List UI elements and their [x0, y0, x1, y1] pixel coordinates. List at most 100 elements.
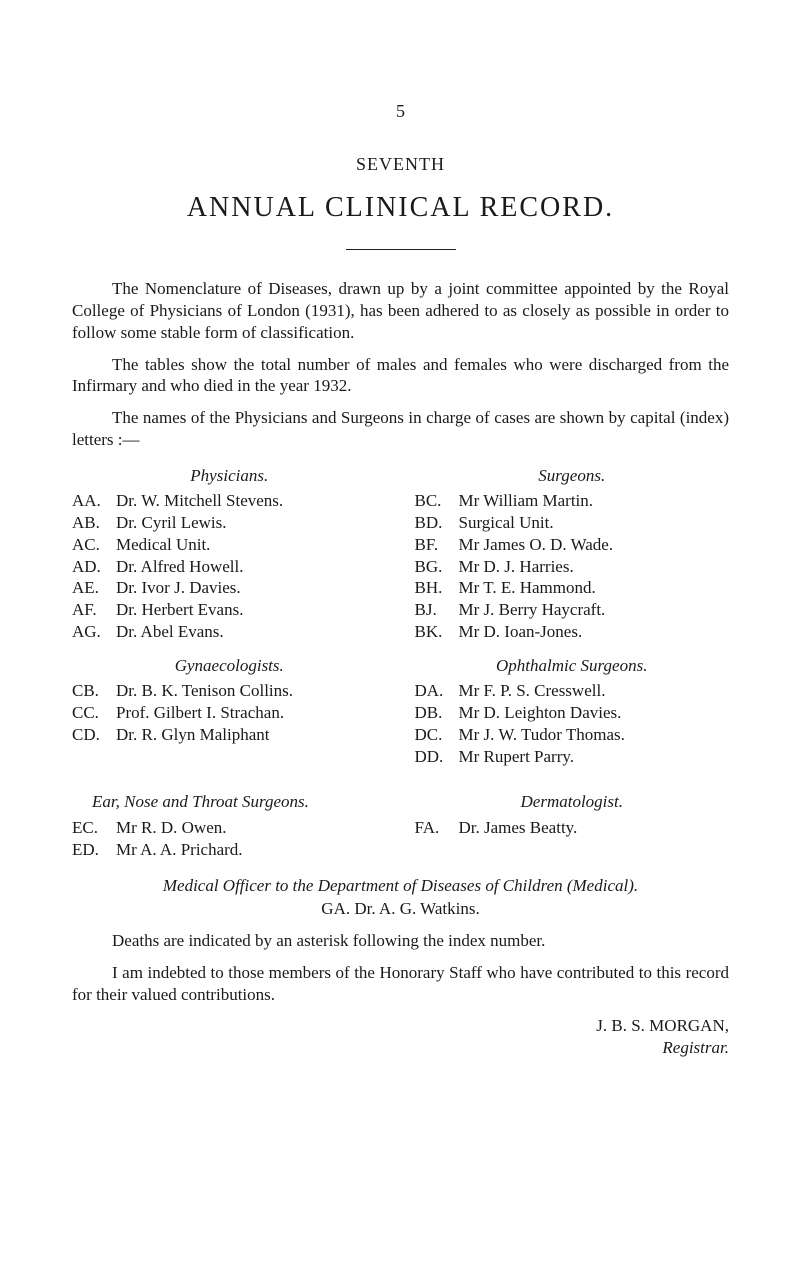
intro-paragraph-1: The Nomenclature of Diseases, drawn up b…: [72, 278, 729, 343]
signature-role: Registrar.: [72, 1037, 729, 1059]
entry-name: Mr James O. D. Wade.: [459, 534, 730, 556]
page-number: 5: [72, 100, 729, 123]
entry-code: ED.: [72, 839, 116, 861]
entry-code: BD.: [415, 512, 459, 534]
title-rule: [72, 236, 729, 256]
entry-name: Mr D. Leighton Davies.: [459, 702, 730, 724]
entry-name: Mr T. E. Hammond.: [459, 577, 730, 599]
surgeons-heading: Surgeons.: [415, 465, 730, 487]
surgeon-entry: BF.Mr James O. D. Wade.: [415, 534, 730, 556]
entry-name: Dr. Ivor J. Davies.: [116, 577, 387, 599]
surgeons-column: Surgeons. BC.Mr William Martin. BD.Surgi…: [415, 461, 730, 643]
entry-code: BK.: [415, 621, 459, 643]
deaths-paragraph: Deaths are indicated by an asterisk foll…: [72, 930, 729, 952]
gynae-heading: Gynaecologists.: [72, 655, 387, 677]
surgeon-entry: BG.Mr D. J. Harries.: [415, 556, 730, 578]
entry-code: DB.: [415, 702, 459, 724]
signature-name: J. B. S. MORGAN,: [72, 1015, 729, 1037]
entry-name: Mr R. D. Owen.: [116, 817, 387, 839]
entry-name: Mr A. A. Prichard.: [116, 839, 387, 861]
ophth-entry: DD.Mr Rupert Parry.: [415, 746, 730, 768]
gynae-entry: CD.Dr. R. Glyn Maliphant: [72, 724, 387, 746]
physician-entry: AA.Dr. W. Mitchell Stevens.: [72, 490, 387, 512]
intro-paragraph-2: The tables show the total number of male…: [72, 354, 729, 398]
ophth-entry: DC.Mr J. W. Tudor Thomas.: [415, 724, 730, 746]
entry-name: Prof. Gilbert I. Strachan.: [116, 702, 387, 724]
entry-code: AB.: [72, 512, 116, 534]
entry-code: CB.: [72, 680, 116, 702]
entry-code: BJ.: [415, 599, 459, 621]
document-page: 5 SEVENTH ANNUAL CLINICAL RECORD. The No…: [0, 0, 801, 1265]
entry-name: Dr. James Beatty.: [459, 817, 730, 839]
physician-entry: AB.Dr. Cyril Lewis.: [72, 512, 387, 534]
entry-code: AF.: [72, 599, 116, 621]
ophth-entry: DA.Mr F. P. S. Cresswell.: [415, 680, 730, 702]
gynae-column: Gynaecologists. CB.Dr. B. K. Tenison Col…: [72, 651, 387, 768]
entry-code: AE.: [72, 577, 116, 599]
entry-code: AC.: [72, 534, 116, 556]
entry-code: CD.: [72, 724, 116, 746]
entry-name: Dr. Herbert Evans.: [116, 599, 387, 621]
surgeon-entry: BH.Mr T. E. Hammond.: [415, 577, 730, 599]
indebted-paragraph: I am indebted to those members of the Ho…: [72, 962, 729, 1006]
surgeon-entry: BD.Surgical Unit.: [415, 512, 730, 534]
derm-entry: FA.Dr. James Beatty.: [415, 817, 730, 839]
page-title: ANNUAL CLINICAL RECORD.: [72, 190, 729, 226]
ent-entry: ED.Mr A. A. Prichard.: [72, 839, 387, 861]
entry-name: Medical Unit.: [116, 534, 387, 556]
entry-code: EC.: [72, 817, 116, 839]
entry-code: BF.: [415, 534, 459, 556]
surgeon-entry: BJ.Mr J. Berry Haycraft.: [415, 599, 730, 621]
ent-heading: Ear, Nose and Throat Surgeons.: [72, 791, 387, 813]
entry-name: Dr. Cyril Lewis.: [116, 512, 387, 534]
entry-code: BC.: [415, 490, 459, 512]
ophth-entry: DB.Mr D. Leighton Davies.: [415, 702, 730, 724]
entry-name: Mr F. P. S. Cresswell.: [459, 680, 730, 702]
ophth-heading: Ophthalmic Surgeons.: [415, 655, 730, 677]
physicians-heading: Physicians.: [72, 465, 387, 487]
entry-name: Surgical Unit.: [459, 512, 730, 534]
entry-name: Dr. B. K. Tenison Collins.: [116, 680, 387, 702]
entry-code: BG.: [415, 556, 459, 578]
intro-paragraph-3: The names of the Physicians and Surgeons…: [72, 407, 729, 451]
entry-name: Dr. Alfred Howell.: [116, 556, 387, 578]
entry-name: Mr Rupert Parry.: [459, 746, 730, 768]
physicians-column: Physicians. AA.Dr. W. Mitchell Stevens. …: [72, 461, 387, 643]
ent-entry: EC.Mr R. D. Owen.: [72, 817, 387, 839]
entry-name: Mr J. Berry Haycraft.: [459, 599, 730, 621]
entry-name: Mr William Martin.: [459, 490, 730, 512]
physician-entry: AG.Dr. Abel Evans.: [72, 621, 387, 643]
entry-code: DD.: [415, 746, 459, 768]
entry-name: Dr. W. Mitchell Stevens.: [116, 490, 387, 512]
medical-officer-name: GA. Dr. A. G. Watkins.: [72, 898, 729, 920]
entry-code: AG.: [72, 621, 116, 643]
surgeon-entry: BK.Mr D. Ioan-Jones.: [415, 621, 730, 643]
ent-derm-block: Ear, Nose and Throat Surgeons. EC.Mr R. …: [72, 787, 729, 860]
entry-name: Dr. R. Glyn Maliphant: [116, 724, 387, 746]
physician-entry: AE.Dr. Ivor J. Davies.: [72, 577, 387, 599]
entry-code: DC.: [415, 724, 459, 746]
entry-name: Mr D. J. Harries.: [459, 556, 730, 578]
ent-column: Ear, Nose and Throat Surgeons. EC.Mr R. …: [72, 787, 387, 860]
entry-code: CC.: [72, 702, 116, 724]
surgeon-entry: BC.Mr William Martin.: [415, 490, 730, 512]
signature-block: J. B. S. MORGAN, Registrar.: [72, 1015, 729, 1059]
derm-column: Dermatologist. FA.Dr. James Beatty.: [415, 787, 730, 860]
entry-name: Mr D. Ioan-Jones.: [459, 621, 730, 643]
physician-entry: AC.Medical Unit.: [72, 534, 387, 556]
physicians-surgeons-block: Physicians. AA.Dr. W. Mitchell Stevens. …: [72, 461, 729, 643]
entry-code: AA.: [72, 490, 116, 512]
entry-code: BH.: [415, 577, 459, 599]
derm-heading: Dermatologist.: [415, 791, 730, 813]
entry-name: Mr J. W. Tudor Thomas.: [459, 724, 730, 746]
gynae-entry: CB.Dr. B. K. Tenison Collins.: [72, 680, 387, 702]
entry-name: Dr. Abel Evans.: [116, 621, 387, 643]
entry-code: AD.: [72, 556, 116, 578]
gynae-ophth-block: Gynaecologists. CB.Dr. B. K. Tenison Col…: [72, 651, 729, 768]
medical-officer-heading: Medical Officer to the Department of Dis…: [72, 875, 729, 897]
ophth-column: Ophthalmic Surgeons. DA.Mr F. P. S. Cres…: [415, 651, 730, 768]
entry-code: DA.: [415, 680, 459, 702]
gynae-entry: CC.Prof. Gilbert I. Strachan.: [72, 702, 387, 724]
physician-entry: AD.Dr. Alfred Howell.: [72, 556, 387, 578]
physician-entry: AF.Dr. Herbert Evans.: [72, 599, 387, 621]
